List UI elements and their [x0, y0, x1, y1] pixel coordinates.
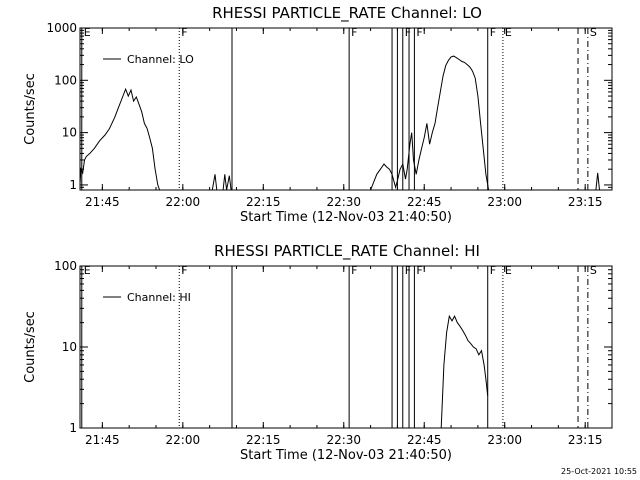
y-tick-label: 10 — [62, 340, 77, 354]
event-marker-label: E — [84, 264, 91, 277]
event-marker-label: S — [590, 26, 597, 39]
legend-label: Channel: HI — [127, 291, 191, 304]
x-tick-label: 22:15 — [246, 195, 281, 209]
y-tick-label: 100 — [54, 73, 77, 87]
y-tick-label: 10 — [62, 126, 77, 140]
event-marker-label: F — [351, 26, 357, 39]
data-series-line — [222, 174, 232, 191]
event-marker-label: F — [405, 264, 411, 277]
y-tick-label: 1000 — [46, 21, 77, 35]
x-tick-label: 22:15 — [246, 433, 281, 447]
y-tick-label: 1 — [69, 421, 77, 435]
event-marker-label: E — [505, 26, 512, 39]
data-series-line — [211, 174, 218, 191]
footer-timestamp: 25-Oct-2021 10:55 — [561, 467, 637, 476]
x-tick-label: 22:00 — [166, 195, 201, 209]
x-tick-label: 22:30 — [326, 195, 361, 209]
event-marker-label: F — [416, 264, 422, 277]
x-tick-label: 22:45 — [407, 433, 442, 447]
x-tick-label: 21:45 — [85, 433, 120, 447]
event-marker-label: F — [351, 264, 357, 277]
data-series-line — [79, 87, 161, 191]
data-series-line — [370, 55, 490, 191]
y-axis-label: Counts/sec — [23, 311, 38, 383]
y-axis-label: Counts/sec — [23, 73, 38, 145]
x-tick-label: 23:15 — [568, 433, 603, 447]
chart-hi-channel: RHESSI PARTICLE_RATE Channel: HI 21:45 22… — [23, 242, 613, 463]
y-tick-label: 1 — [69, 178, 77, 192]
event-marker-label: S — [590, 264, 597, 277]
chart-title: RHESSI PARTICLE_RATE Channel: LO — [212, 4, 482, 23]
x-tick-label: 22:30 — [326, 433, 361, 447]
chart-lo-channel: RHESSI PARTICLE_RATE Channel: LO 21:45 22… — [23, 4, 613, 225]
chart-title: RHESSI PARTICLE_RATE Channel: HI — [214, 242, 480, 261]
event-marker-label: F — [416, 26, 422, 39]
x-axis-label: Start Time (12-Nov-03 21:40:50) — [240, 448, 452, 463]
x-tick-label: 23:00 — [487, 195, 522, 209]
event-marker-label: F — [181, 264, 187, 277]
x-tick-label: 23:00 — [487, 433, 522, 447]
event-marker-label: E — [505, 264, 512, 277]
plot-frame — [79, 27, 613, 191]
x-axis-label: Start Time (12-Nov-03 21:40:50) — [240, 210, 452, 225]
event-marker-label: F — [181, 26, 187, 39]
event-marker-label: F — [490, 264, 496, 277]
x-tick-label: 21:45 — [85, 195, 120, 209]
legend-label: Channel: LO — [127, 53, 194, 66]
data-series-line — [595, 172, 600, 191]
y-tick-label: 100 — [54, 259, 77, 273]
x-tick-label: 22:00 — [166, 433, 201, 447]
event-marker-label: F — [490, 26, 496, 39]
event-marker-label: F — [405, 26, 411, 39]
event-marker-label: E — [84, 26, 91, 39]
x-tick-label: 23:15 — [568, 195, 603, 209]
x-tick-label: 22:45 — [407, 195, 442, 209]
data-series-line — [440, 314, 489, 429]
